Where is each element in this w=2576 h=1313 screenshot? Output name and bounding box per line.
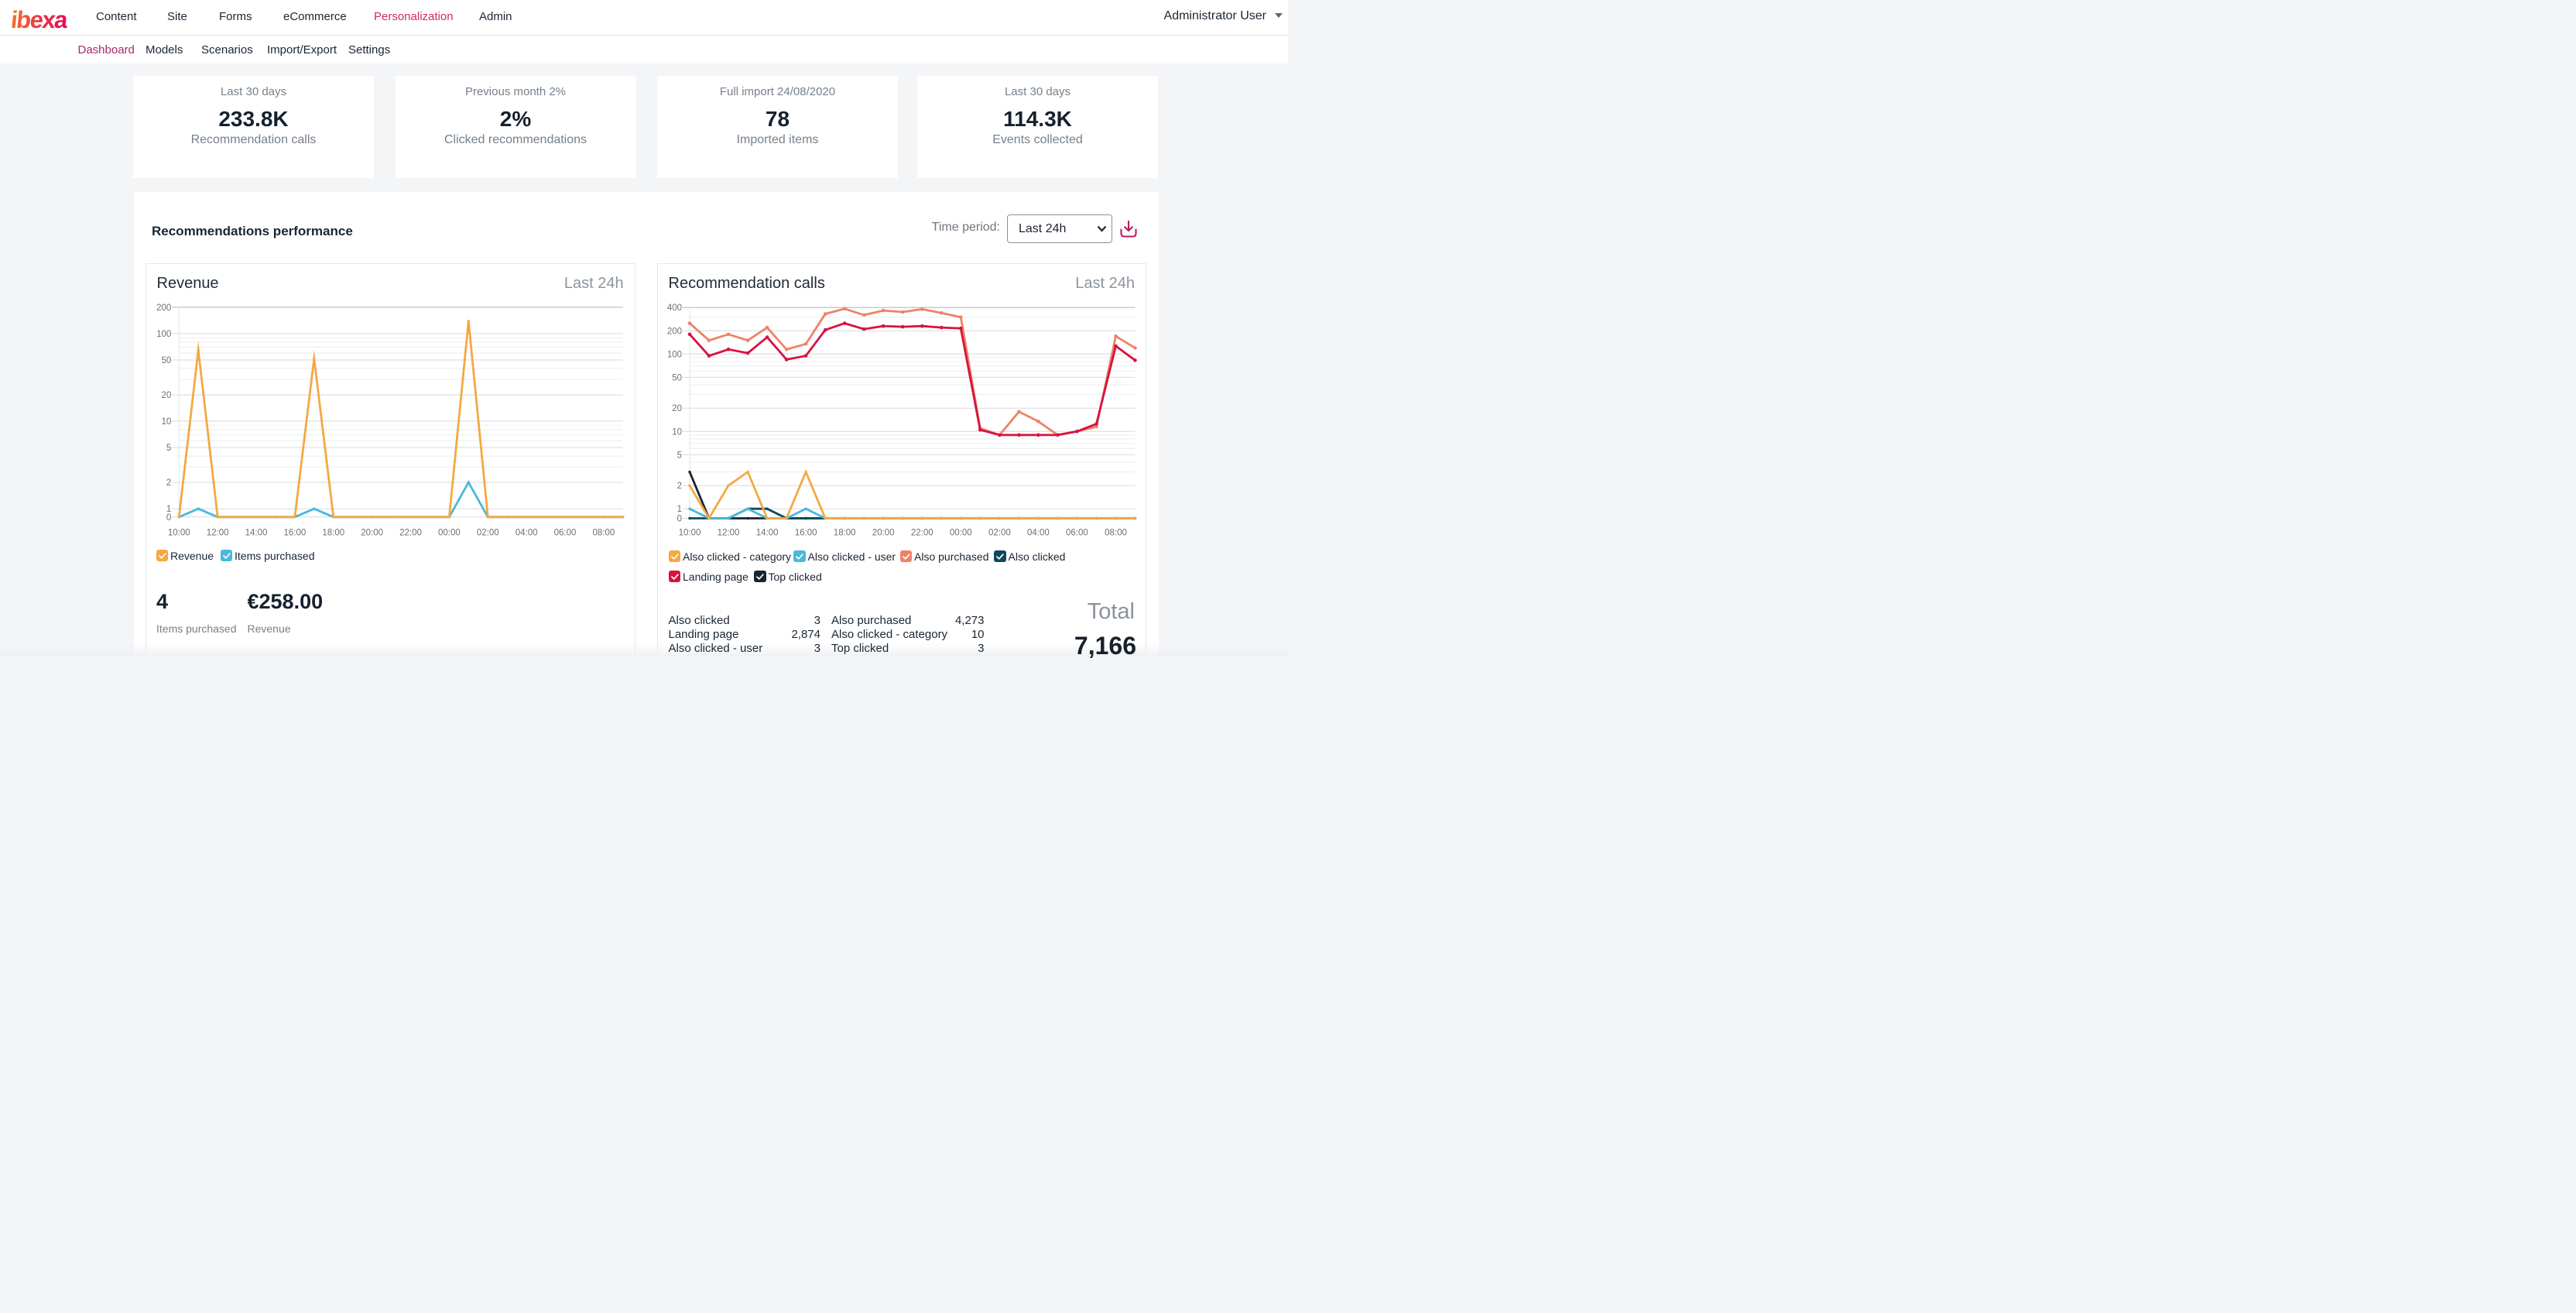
svg-text:12:00: 12:00 — [717, 529, 739, 538]
svg-text:12:00: 12:00 — [206, 529, 228, 538]
svg-text:10: 10 — [161, 417, 171, 427]
svg-text:100: 100 — [666, 350, 681, 359]
svg-text:02:00: 02:00 — [477, 529, 499, 538]
svg-text:2: 2 — [166, 478, 171, 488]
svg-text:22:00: 22:00 — [399, 529, 422, 538]
svg-text:00:00: 00:00 — [949, 529, 971, 538]
svg-text:5: 5 — [677, 451, 681, 460]
svg-text:20:00: 20:00 — [361, 529, 383, 538]
svg-text:200: 200 — [666, 327, 681, 336]
svg-text:06:00: 06:00 — [1066, 529, 1088, 538]
svg-text:5: 5 — [166, 444, 171, 453]
svg-text:400: 400 — [666, 303, 681, 313]
svg-text:10:00: 10:00 — [678, 529, 701, 538]
svg-text:20:00: 20:00 — [872, 529, 894, 538]
svg-text:50: 50 — [161, 356, 171, 365]
svg-text:100: 100 — [156, 330, 171, 339]
svg-text:1: 1 — [677, 505, 681, 514]
svg-text:1: 1 — [166, 505, 171, 514]
svg-text:04:00: 04:00 — [1027, 529, 1050, 538]
svg-text:00:00: 00:00 — [438, 529, 461, 538]
svg-text:16:00: 16:00 — [283, 529, 306, 538]
svg-text:14:00: 14:00 — [245, 529, 267, 538]
svg-text:02:00: 02:00 — [988, 529, 1011, 538]
svg-text:50: 50 — [672, 373, 682, 382]
svg-text:0: 0 — [166, 513, 171, 523]
svg-text:10: 10 — [672, 427, 682, 437]
svg-text:18:00: 18:00 — [833, 529, 855, 538]
svg-text:200: 200 — [156, 303, 171, 313]
svg-text:06:00: 06:00 — [553, 529, 576, 538]
svg-text:22:00: 22:00 — [910, 529, 933, 538]
svg-text:16:00: 16:00 — [794, 529, 817, 538]
svg-text:20: 20 — [672, 404, 682, 413]
svg-text:08:00: 08:00 — [1105, 529, 1127, 538]
svg-text:14:00: 14:00 — [755, 529, 778, 538]
svg-text:08:00: 08:00 — [592, 529, 615, 538]
svg-text:ibexa: ibexa — [10, 7, 70, 31]
svg-text:04:00: 04:00 — [515, 529, 537, 538]
svg-text:20: 20 — [161, 391, 171, 400]
svg-text:0: 0 — [677, 515, 681, 524]
svg-text:2: 2 — [677, 482, 681, 491]
svg-text:10:00: 10:00 — [168, 529, 190, 538]
svg-text:18:00: 18:00 — [322, 529, 344, 538]
